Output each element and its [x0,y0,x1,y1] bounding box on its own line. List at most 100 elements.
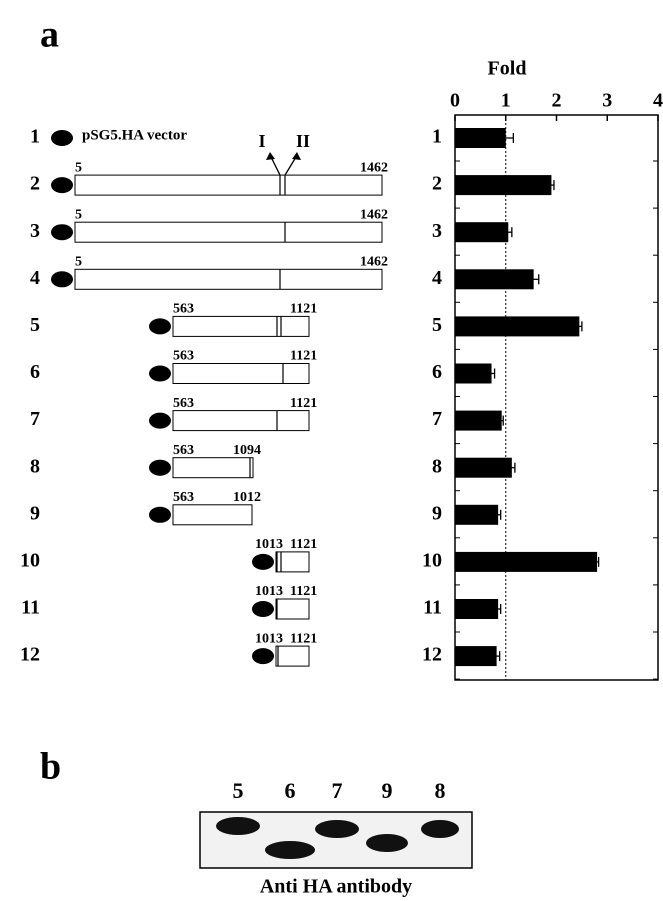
ha-tag [252,554,274,570]
panel-label: b [40,746,61,788]
start-label: 1013 [255,584,283,599]
start-label: 1013 [255,537,283,552]
panel-label: a [40,14,59,56]
construct-box [276,599,309,619]
start-label: 563 [173,349,194,364]
arrow-head [266,152,275,160]
row-number: 11 [21,597,40,619]
ha-tag [149,366,171,382]
y-tick-label: 3 [432,220,442,242]
blot-band [216,817,260,835]
construct-box [75,269,382,289]
x-tick-label: 2 [552,90,562,112]
end-label: 1121 [290,584,317,599]
end-label: 1462 [360,207,388,222]
blot-band [315,820,359,838]
blot-caption: Anti HA antibody [260,876,412,898]
ha-tag [51,130,73,146]
ha-tag [149,507,171,523]
construct-box [75,175,382,195]
construct-box [173,364,309,384]
end-label: 1121 [290,302,317,317]
start-label: 563 [173,396,194,411]
ha-tag [51,177,73,193]
y-tick-label: 12 [422,644,442,666]
construct-box [276,646,309,666]
y-tick-label: 11 [423,597,442,619]
y-tick-label: 8 [432,455,442,477]
lane-label: 6 [285,778,296,803]
site-label: II [296,131,310,151]
y-tick-label: 2 [432,173,442,195]
row-number: 1 [30,126,40,148]
start-label: 5 [75,255,82,270]
bar [455,552,597,572]
vector-name: pSG5.HA vector [82,127,187,143]
ha-tag [51,224,73,240]
ha-tag [252,648,274,664]
start-label: 1013 [255,631,283,646]
ha-tag [149,318,171,334]
construct-box [173,458,253,478]
end-label: 1121 [290,396,317,411]
end-label: 1012 [233,490,261,505]
arrow-head [292,152,301,160]
lane-label: 5 [233,778,244,803]
y-tick-label: 4 [432,267,442,289]
site-label: I [258,131,265,151]
start-label: 5 [75,160,82,175]
row-number: 10 [20,549,40,571]
row-number: 5 [30,314,40,336]
construct-box [173,411,309,431]
bar [455,222,508,242]
lane-label: 9 [382,778,393,803]
plot-frame [455,115,658,680]
y-tick-label: 7 [432,408,442,430]
construct-box [75,222,382,242]
bar [455,599,498,619]
start-label: 563 [173,443,194,458]
blot-band [265,841,315,859]
arrow [271,157,280,175]
x-tick-label: 0 [450,90,460,112]
row-number: 9 [30,502,40,524]
end-label: 1121 [290,537,317,552]
start-label: 563 [173,490,194,505]
bar [455,411,502,431]
bar [455,175,551,195]
row-number: 8 [30,455,40,477]
bar [455,316,579,336]
y-tick-label: 9 [432,502,442,524]
bar [455,505,498,525]
y-tick-label: 1 [432,126,442,148]
lane-label: 7 [332,778,343,803]
y-tick-label: 5 [432,314,442,336]
construct-box [173,505,252,525]
blot-band [421,820,459,838]
end-label: 1121 [290,631,317,646]
ha-tag [51,271,73,287]
row-number: 7 [30,408,40,430]
row-number: 2 [30,173,40,195]
bar [455,364,492,384]
x-tick-label: 3 [602,90,612,112]
ha-tag [149,413,171,429]
start-label: 563 [173,302,194,317]
end-label: 1094 [233,443,261,458]
ha-tag [149,460,171,476]
axis-title: Fold [488,58,527,80]
row-number: 6 [30,361,40,383]
start-label: 5 [75,207,82,222]
row-number: 12 [20,644,40,666]
arrow [285,157,296,175]
end-label: 1462 [360,160,388,175]
blot-band [366,834,408,852]
bar [455,269,534,289]
ha-tag [252,601,274,617]
row-number: 3 [30,220,40,242]
y-tick-label: 6 [432,361,442,383]
construct-box [173,316,309,336]
bar [455,458,512,478]
row-number: 4 [30,267,40,289]
lane-label: 8 [435,778,446,803]
